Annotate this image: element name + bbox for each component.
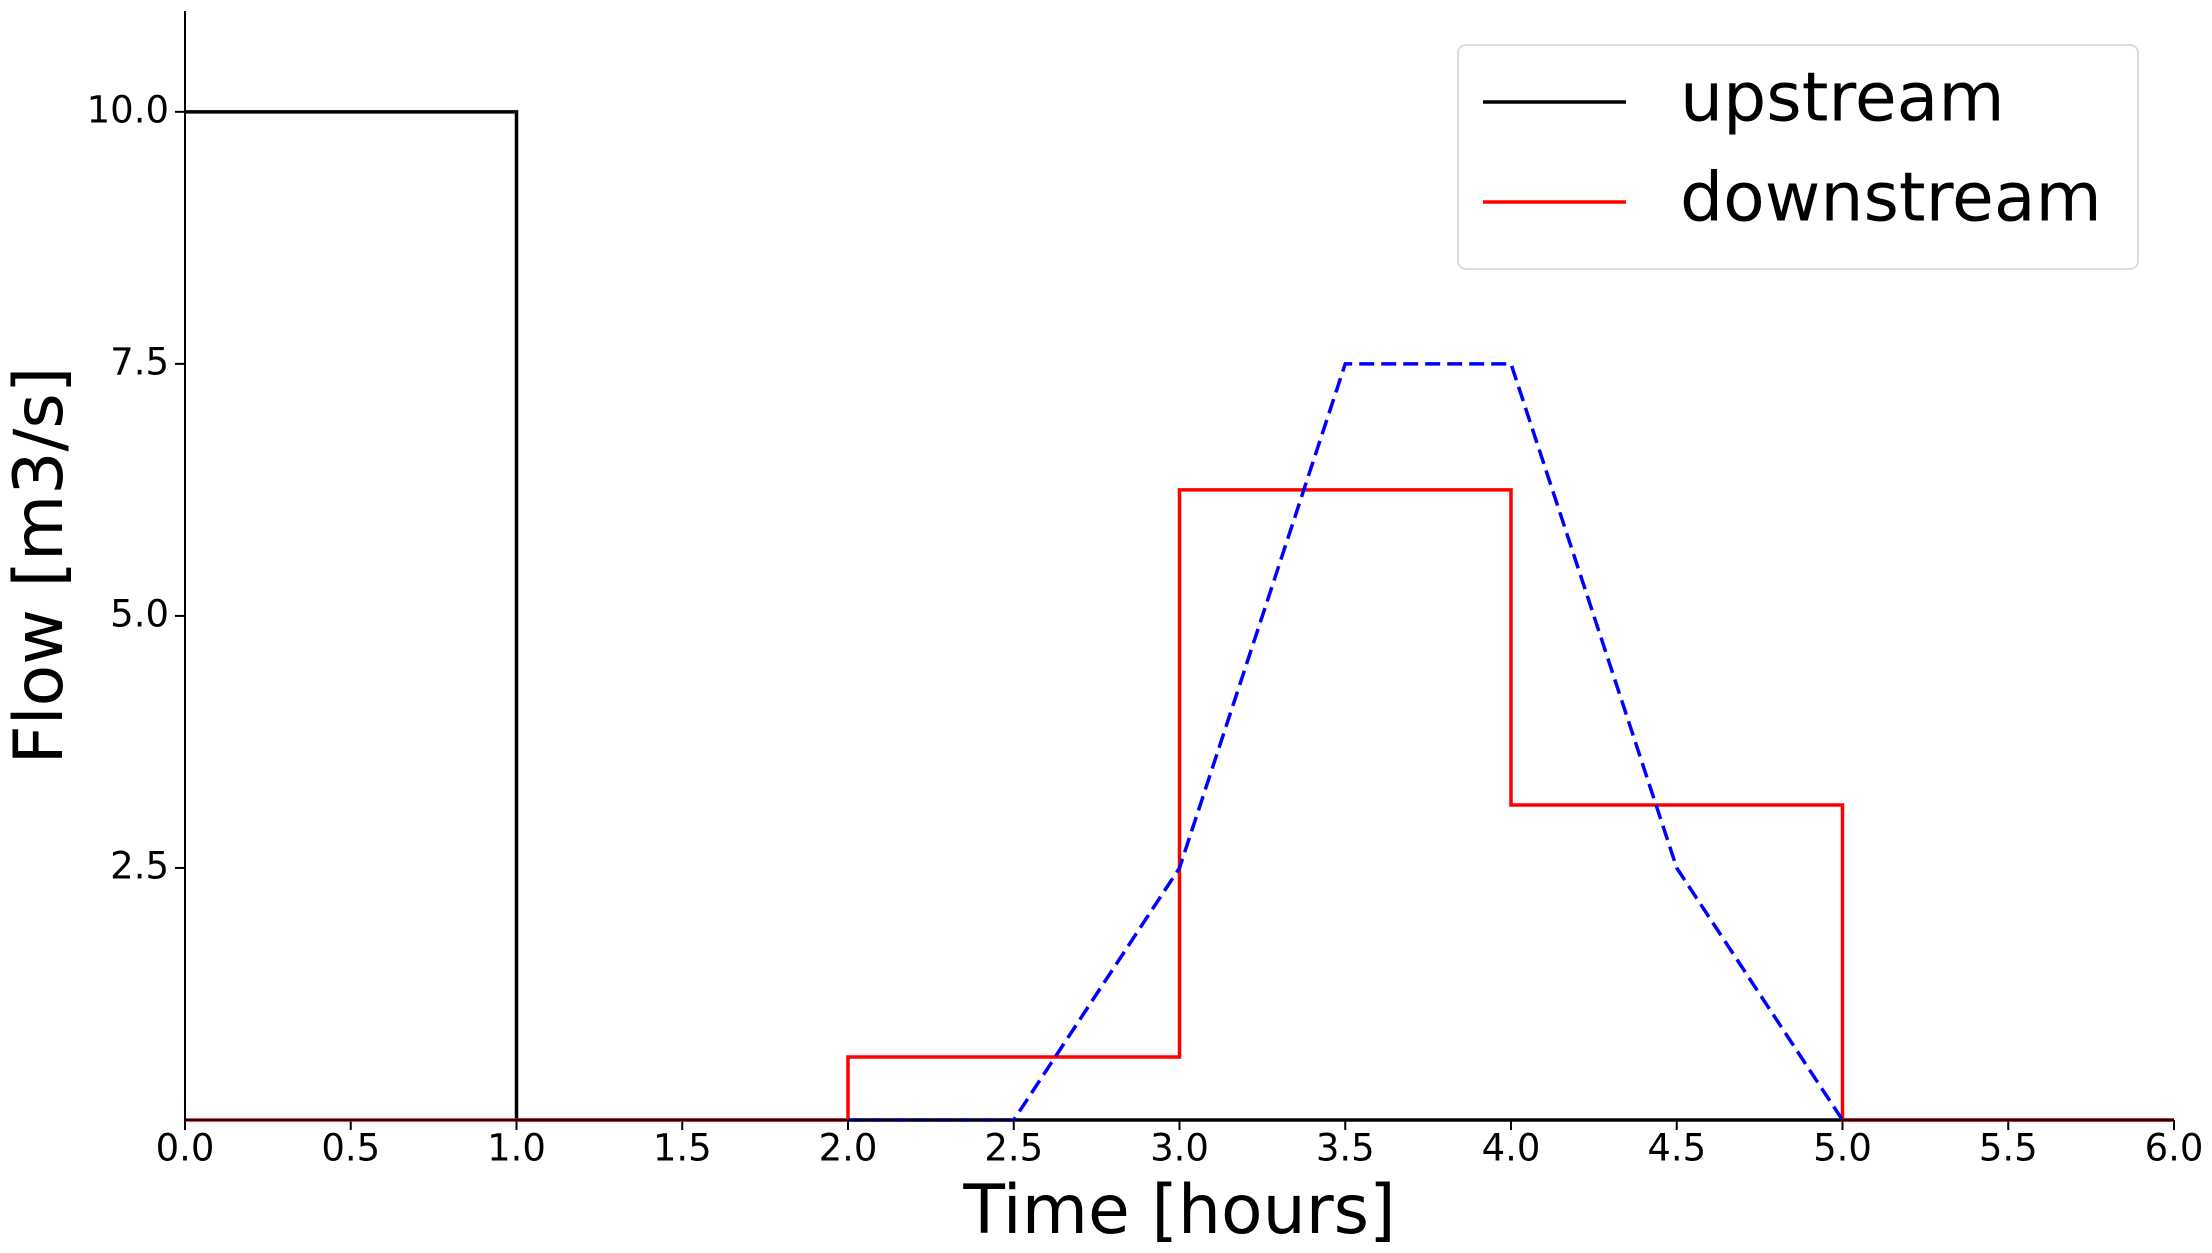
x-tick-label: 2.5 bbox=[984, 1127, 1043, 1170]
x-tick-label: 3.5 bbox=[1316, 1127, 1375, 1170]
x-tick-label: 5.0 bbox=[1813, 1127, 1872, 1170]
x-axis-label: Time [hours] bbox=[962, 1171, 1395, 1250]
y-tick-label: 2.5 bbox=[110, 844, 169, 887]
x-tick-label: 4.5 bbox=[1647, 1127, 1706, 1170]
x-tick-label: 4.0 bbox=[1482, 1127, 1541, 1170]
x-tick-label: 0.5 bbox=[321, 1127, 380, 1170]
x-tick-label: 1.5 bbox=[653, 1127, 712, 1170]
x-tick-label: 3.0 bbox=[1150, 1127, 1209, 1170]
x-tick-label: 5.5 bbox=[1979, 1127, 2038, 1170]
x-tick-label: 2.0 bbox=[819, 1127, 878, 1170]
legend-box bbox=[1457, 44, 2139, 270]
x-tick-label: 1.0 bbox=[487, 1127, 546, 1170]
y-tick-label: 10.0 bbox=[87, 88, 169, 131]
y-axis-label: Flow [m3/s] bbox=[0, 367, 79, 765]
x-tick-label: 6.0 bbox=[2145, 1127, 2204, 1170]
series-line bbox=[185, 488, 2174, 1122]
legend-label: upstream bbox=[1680, 59, 2005, 138]
y-tick-label: 7.5 bbox=[110, 340, 169, 383]
series-line bbox=[848, 362, 1844, 1122]
legend-label: downstream bbox=[1680, 159, 2102, 238]
x-tick-label: 0.0 bbox=[156, 1127, 215, 1170]
y-tick-label: 5.0 bbox=[110, 592, 169, 635]
